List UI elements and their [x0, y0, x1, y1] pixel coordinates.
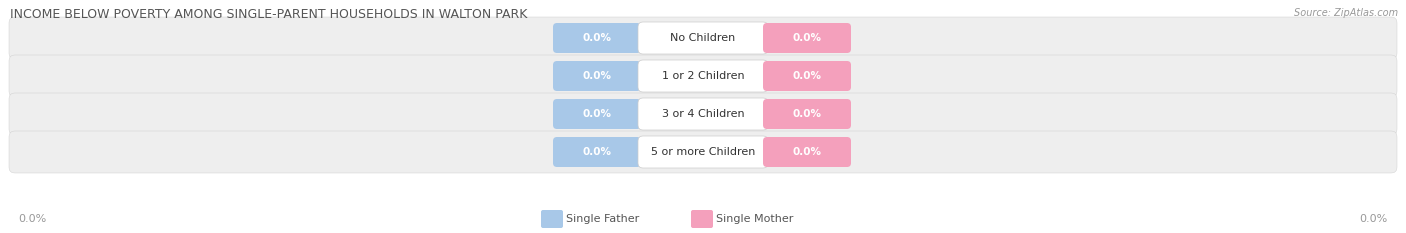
FancyBboxPatch shape: [541, 210, 562, 228]
Text: 5 or more Children: 5 or more Children: [651, 147, 755, 157]
FancyBboxPatch shape: [8, 17, 1398, 59]
Text: No Children: No Children: [671, 33, 735, 43]
FancyBboxPatch shape: [8, 131, 1398, 173]
Text: 0.0%: 0.0%: [18, 214, 46, 224]
Text: 3 or 4 Children: 3 or 4 Children: [662, 109, 744, 119]
Text: 0.0%: 0.0%: [793, 33, 821, 43]
FancyBboxPatch shape: [8, 55, 1398, 97]
FancyBboxPatch shape: [553, 61, 641, 91]
FancyBboxPatch shape: [638, 60, 768, 92]
Text: Single Mother: Single Mother: [716, 214, 793, 224]
FancyBboxPatch shape: [763, 61, 851, 91]
FancyBboxPatch shape: [763, 99, 851, 129]
FancyBboxPatch shape: [553, 23, 641, 53]
FancyBboxPatch shape: [690, 210, 713, 228]
Text: Source: ZipAtlas.com: Source: ZipAtlas.com: [1294, 8, 1398, 18]
FancyBboxPatch shape: [638, 98, 768, 130]
Text: 0.0%: 0.0%: [1360, 214, 1388, 224]
Text: Single Father: Single Father: [567, 214, 640, 224]
Text: 0.0%: 0.0%: [582, 147, 612, 157]
FancyBboxPatch shape: [638, 136, 768, 168]
FancyBboxPatch shape: [638, 22, 768, 54]
Text: 0.0%: 0.0%: [582, 71, 612, 81]
Text: 1 or 2 Children: 1 or 2 Children: [662, 71, 744, 81]
Text: 0.0%: 0.0%: [793, 109, 821, 119]
FancyBboxPatch shape: [553, 99, 641, 129]
Text: 0.0%: 0.0%: [582, 33, 612, 43]
Text: 0.0%: 0.0%: [793, 147, 821, 157]
FancyBboxPatch shape: [8, 93, 1398, 135]
Text: 0.0%: 0.0%: [793, 71, 821, 81]
FancyBboxPatch shape: [763, 23, 851, 53]
FancyBboxPatch shape: [763, 137, 851, 167]
Text: INCOME BELOW POVERTY AMONG SINGLE-PARENT HOUSEHOLDS IN WALTON PARK: INCOME BELOW POVERTY AMONG SINGLE-PARENT…: [10, 8, 527, 21]
Text: 0.0%: 0.0%: [582, 109, 612, 119]
FancyBboxPatch shape: [553, 137, 641, 167]
